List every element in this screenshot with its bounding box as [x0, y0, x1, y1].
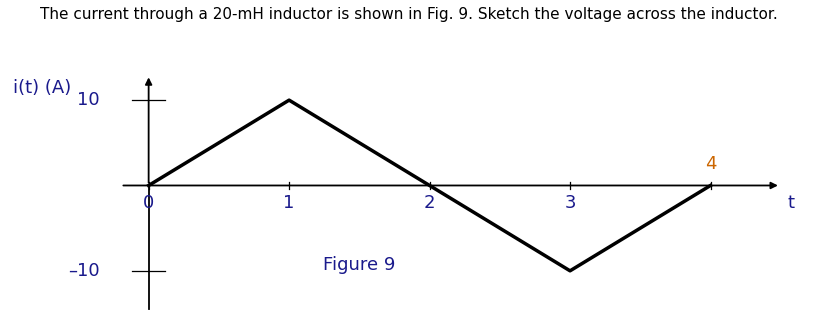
Text: –10: –10 — [68, 262, 100, 280]
Text: 0: 0 — [143, 194, 154, 212]
Text: i(t) (A): i(t) (A) — [13, 79, 71, 97]
Text: Figure 9: Figure 9 — [324, 256, 395, 274]
Text: t: t — [788, 194, 795, 212]
Text: 4: 4 — [705, 155, 717, 173]
Text: 1: 1 — [283, 194, 295, 212]
Text: 3: 3 — [565, 194, 576, 212]
Text: The current through a 20-mH inductor is shown in Fig. 9. Sketch the voltage acro: The current through a 20-mH inductor is … — [40, 7, 777, 21]
Text: 10: 10 — [77, 91, 100, 109]
Text: 2: 2 — [424, 194, 435, 212]
